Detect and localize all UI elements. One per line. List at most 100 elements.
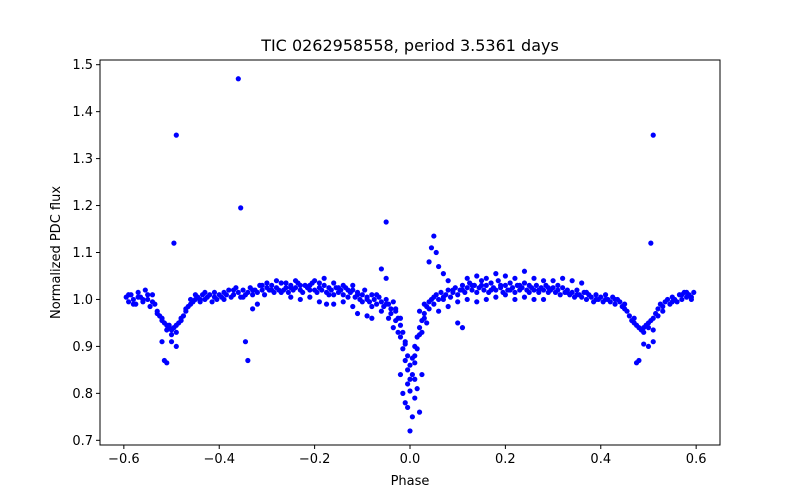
data-point	[507, 287, 513, 293]
data-point	[405, 404, 411, 411]
data-point	[340, 292, 346, 298]
data-point	[245, 357, 251, 364]
data-point	[331, 301, 337, 307]
data-point	[426, 306, 432, 312]
data-point	[414, 386, 420, 392]
data-point	[154, 310, 160, 317]
x-tick-label: 0.4	[590, 452, 611, 467]
data-point	[502, 273, 508, 279]
data-point	[564, 289, 570, 296]
data-point	[569, 278, 575, 284]
data-point	[433, 292, 439, 298]
data-point	[402, 357, 408, 364]
data-point	[388, 310, 394, 317]
data-point	[288, 294, 294, 300]
data-point	[245, 289, 251, 296]
data-point	[464, 285, 470, 291]
data-point	[319, 287, 325, 293]
data-point	[359, 299, 365, 305]
data-point	[443, 292, 449, 298]
data-point	[579, 280, 585, 286]
data-point	[250, 306, 256, 312]
data-point	[633, 360, 640, 366]
data-point	[130, 296, 136, 303]
data-point	[495, 278, 501, 284]
data-point	[407, 428, 413, 434]
data-point	[569, 289, 575, 296]
y-tick-label: 0.7	[72, 434, 93, 449]
data-point	[149, 292, 156, 298]
data-point	[419, 329, 425, 335]
data-point	[383, 219, 389, 225]
data-point	[383, 301, 389, 307]
data-point	[142, 287, 148, 293]
data-point	[321, 275, 327, 281]
data-point	[405, 367, 411, 373]
data-point	[378, 308, 384, 314]
data-point	[202, 289, 208, 296]
data-point	[407, 362, 413, 368]
data-point	[362, 287, 368, 293]
data-point	[369, 303, 375, 310]
data-point	[316, 280, 322, 286]
data-point	[631, 315, 637, 321]
y-tick-label: 1.4	[72, 105, 93, 120]
data-point	[526, 282, 532, 288]
data-point	[173, 343, 179, 350]
data-point	[149, 299, 156, 305]
data-point	[250, 287, 256, 293]
data-point	[383, 296, 389, 303]
data-point	[159, 339, 165, 345]
data-point	[400, 346, 406, 352]
data-point	[328, 287, 334, 293]
data-point	[238, 205, 244, 211]
data-point	[645, 325, 652, 331]
data-point	[440, 296, 446, 303]
data-point	[335, 285, 342, 291]
data-point	[674, 299, 680, 305]
data-point	[424, 320, 430, 326]
data-point	[455, 292, 461, 298]
data-point	[364, 313, 370, 319]
data-point	[679, 292, 685, 298]
data-point	[438, 289, 444, 296]
data-point	[598, 294, 604, 300]
data-point	[488, 287, 494, 293]
data-point	[650, 132, 656, 138]
data-point	[126, 299, 132, 305]
data-point	[235, 76, 241, 82]
data-point	[412, 353, 418, 359]
data-point	[555, 287, 561, 293]
data-point	[493, 271, 499, 277]
data-point	[459, 325, 466, 331]
data-point	[171, 240, 177, 246]
data-point	[283, 280, 289, 286]
data-point	[359, 292, 365, 298]
data-point	[145, 292, 151, 298]
data-point	[345, 294, 351, 300]
data-point	[641, 329, 647, 335]
data-point	[164, 360, 170, 366]
data-point	[455, 299, 461, 305]
data-point	[691, 289, 697, 296]
data-point	[650, 339, 656, 345]
data-point	[421, 301, 427, 307]
y-tick-label: 0.8	[72, 387, 93, 402]
data-point	[395, 329, 401, 335]
chart-title: TIC 0262958558, period 3.5361 days	[260, 36, 559, 55]
data-point	[402, 400, 408, 406]
data-point	[512, 296, 518, 303]
data-point	[440, 271, 446, 277]
data-point	[421, 310, 427, 317]
data-point	[428, 245, 435, 251]
data-point	[297, 282, 303, 288]
data-point	[383, 275, 389, 281]
data-point	[164, 327, 170, 333]
data-point	[297, 296, 303, 303]
data-point	[145, 296, 151, 303]
data-point	[655, 306, 661, 312]
data-point	[369, 315, 375, 321]
data-point	[419, 371, 425, 378]
data-point	[412, 376, 418, 382]
data-point	[340, 299, 346, 305]
